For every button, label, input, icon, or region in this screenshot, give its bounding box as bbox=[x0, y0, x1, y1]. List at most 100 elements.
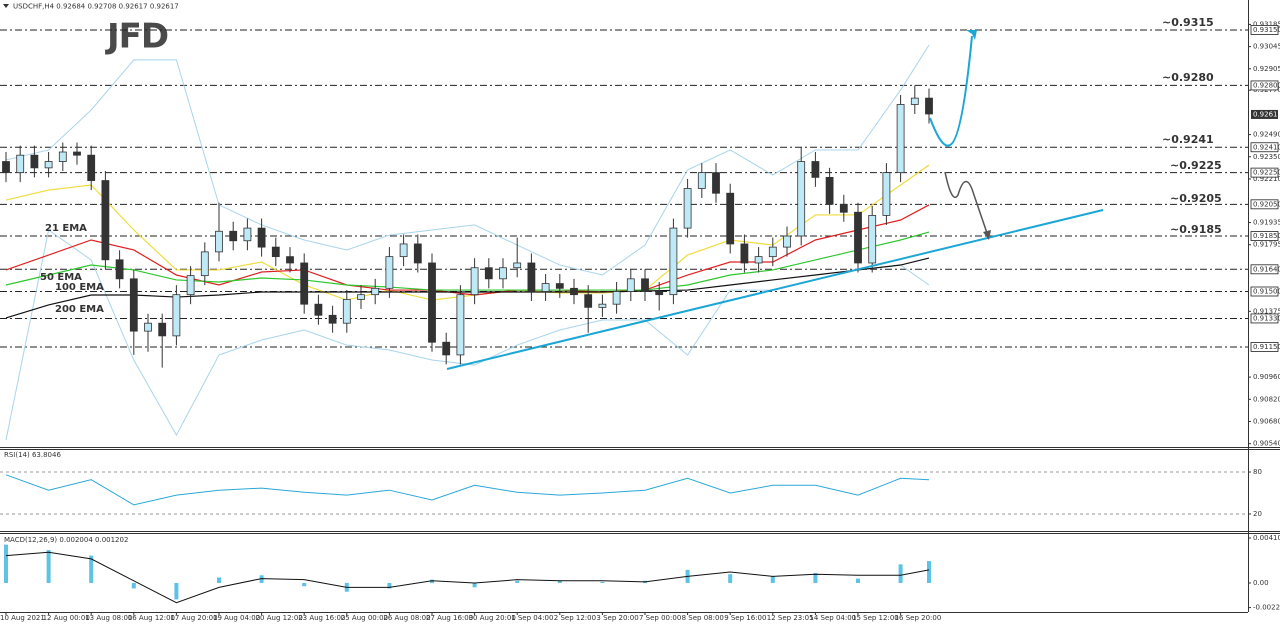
level-box bbox=[1250, 313, 1279, 324]
candle-body bbox=[399, 243, 408, 258]
macd-bar bbox=[89, 555, 94, 583]
candle-body bbox=[30, 154, 39, 169]
candle-body bbox=[328, 314, 337, 324]
level-box bbox=[1250, 199, 1279, 210]
y-tick-label: 0.91375 bbox=[1253, 307, 1280, 315]
x-tick-label: 15 Sep 12:00 bbox=[852, 614, 899, 622]
candle-body bbox=[16, 154, 25, 174]
candle-body bbox=[342, 299, 351, 324]
level-box bbox=[1250, 142, 1279, 153]
candle-body bbox=[257, 227, 266, 248]
x-tick-label: 7 Sep 00:00 bbox=[639, 614, 681, 622]
candle-body bbox=[470, 267, 479, 296]
candle-body bbox=[101, 180, 110, 261]
candle-body bbox=[754, 256, 763, 264]
x-tick-label: 20 Aug 12:00 bbox=[256, 614, 303, 622]
level-label: 0.91850 bbox=[1253, 232, 1280, 240]
candle-body bbox=[172, 294, 181, 337]
candle-body bbox=[868, 215, 877, 264]
candle-body bbox=[570, 287, 578, 296]
candle-body bbox=[584, 294, 593, 308]
x-tick-label: 14 Sep 04:00 bbox=[809, 614, 856, 622]
candle-body bbox=[882, 172, 891, 216]
macd-bar bbox=[387, 582, 392, 589]
level-label: 0.92250 bbox=[1253, 169, 1280, 177]
macd-bar bbox=[557, 580, 562, 583]
level-label: 0.92410 bbox=[1253, 143, 1280, 151]
x-tick-label: 16 Aug 12:00 bbox=[128, 614, 175, 622]
candle-body bbox=[215, 230, 223, 253]
x-tick-label: 16 Sep 20:00 bbox=[895, 614, 942, 622]
ema-label: 21 EMA bbox=[45, 223, 87, 234]
x-tick-label: 13 Aug 08:00 bbox=[85, 614, 132, 622]
candle-body bbox=[839, 203, 848, 213]
candle-body bbox=[2, 161, 10, 174]
macd-bar bbox=[515, 580, 520, 583]
candle-body bbox=[598, 303, 607, 308]
y-tick-label: 0.91935 bbox=[1253, 219, 1280, 227]
annotation: ~0.9241 bbox=[1162, 133, 1214, 146]
candle-body bbox=[555, 283, 564, 289]
logo: JFD bbox=[105, 17, 168, 57]
annotation: ~0.9315 bbox=[1162, 16, 1214, 29]
macd-bar bbox=[813, 573, 818, 583]
macd-bar bbox=[259, 575, 264, 583]
candle-body bbox=[726, 192, 735, 245]
candle-body bbox=[641, 278, 649, 292]
plot: 0.931850.930450.929050.927700.924900.923… bbox=[0, 20, 1280, 622]
x-tick-label: 27 Aug 16:00 bbox=[426, 614, 473, 622]
candle-body bbox=[669, 227, 678, 296]
y-tick-label: 0.90960 bbox=[1253, 373, 1280, 381]
macd-title: MACD(12,26,9) 0.002004 0.001202 bbox=[4, 536, 128, 544]
candle-body bbox=[612, 291, 621, 305]
level-label: 0.92050 bbox=[1253, 200, 1280, 208]
y-tick-label: 0.00 bbox=[1253, 579, 1269, 587]
level-label: 0.91640 bbox=[1253, 265, 1280, 273]
y-tick-label: 0.93185 bbox=[1253, 20, 1280, 28]
candle-body bbox=[541, 283, 550, 292]
candle-body bbox=[697, 172, 706, 189]
ema-label: 200 EMA bbox=[55, 304, 104, 315]
candle-body bbox=[683, 188, 692, 229]
level-box bbox=[1250, 231, 1279, 241]
candle-body bbox=[712, 172, 720, 194]
level-label: 0.91500 bbox=[1253, 288, 1280, 296]
y-tick-label: 20 bbox=[1253, 510, 1262, 518]
candle-body bbox=[286, 256, 294, 264]
macd-bar bbox=[770, 576, 775, 583]
annotation: ~0.9225 bbox=[1170, 159, 1222, 172]
candle-body bbox=[229, 230, 238, 242]
candle-body bbox=[413, 243, 422, 264]
rsi-line bbox=[5, 474, 930, 506]
menu-icon[interactable] bbox=[3, 4, 9, 8]
candle-body bbox=[243, 227, 252, 242]
x-tick-label: 8 Sep 08:00 bbox=[682, 614, 724, 622]
level-box bbox=[1250, 167, 1279, 178]
x-tick-label: 10 Aug 2021 bbox=[0, 614, 45, 622]
level-label: 0.92800 bbox=[1253, 81, 1280, 89]
annotation: ~0.9185 bbox=[1170, 223, 1222, 236]
macd-bar bbox=[600, 581, 605, 583]
candle-body bbox=[158, 322, 167, 337]
arrow-head bbox=[983, 230, 991, 240]
candle-body bbox=[115, 259, 124, 280]
macd-bar bbox=[174, 582, 179, 600]
x-tick-label: 2 Sep 12:00 bbox=[554, 614, 596, 622]
x-tick-label: 1 Sep 04:00 bbox=[511, 614, 553, 622]
candle-body bbox=[385, 256, 394, 289]
level-box bbox=[1250, 342, 1279, 352]
candle-body bbox=[925, 97, 933, 115]
candle-body bbox=[58, 151, 67, 162]
candle-body bbox=[186, 275, 195, 296]
y-tick-label: 0.90820 bbox=[1253, 395, 1280, 403]
x-tick-label: 17 Aug 20:00 bbox=[170, 614, 217, 622]
candle-body bbox=[428, 262, 436, 343]
pane-frames bbox=[0, 0, 1280, 613]
candle-body bbox=[797, 161, 806, 237]
macd-bar bbox=[856, 578, 860, 583]
macd-bar bbox=[217, 577, 221, 583]
level-box bbox=[1250, 264, 1279, 275]
candle-body bbox=[129, 278, 138, 332]
candle-body bbox=[854, 211, 862, 264]
